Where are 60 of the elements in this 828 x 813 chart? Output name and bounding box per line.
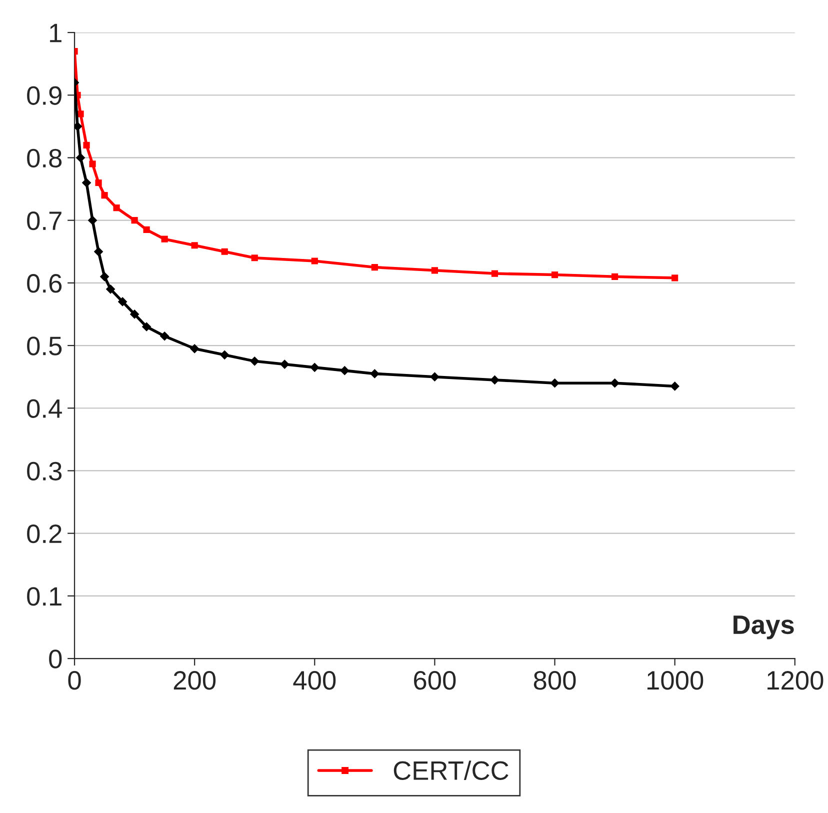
point	[611, 273, 618, 280]
x-tick-label: 0	[68, 671, 81, 690]
point	[161, 236, 168, 242]
point	[670, 382, 680, 391]
point	[94, 247, 103, 256]
point	[160, 332, 170, 341]
y-tick-label: 0.4	[27, 399, 62, 418]
point	[550, 378, 560, 388]
point	[490, 376, 500, 384]
point	[371, 264, 378, 271]
point	[221, 248, 228, 255]
point	[130, 310, 139, 319]
point	[95, 179, 102, 186]
point	[340, 366, 350, 376]
point	[106, 284, 115, 294]
point	[251, 254, 258, 262]
point	[431, 267, 438, 274]
x-tick-label: 600	[414, 671, 456, 690]
x-tick-label: 800	[534, 671, 576, 690]
point	[191, 242, 198, 249]
point	[83, 142, 90, 148]
y-tick-label: 0.5	[27, 336, 62, 356]
y-tick-label: 1	[50, 24, 62, 42]
point	[143, 226, 150, 234]
point	[280, 360, 290, 369]
point	[491, 270, 498, 277]
point	[610, 378, 620, 388]
point	[118, 297, 127, 306]
y-tick-label: 0.7	[27, 211, 62, 230]
point	[77, 110, 84, 118]
point	[101, 192, 108, 199]
point	[76, 153, 85, 162]
point	[311, 258, 318, 264]
point	[190, 344, 200, 354]
point	[310, 362, 320, 372]
point	[672, 274, 678, 282]
y-tick-label: 0.6	[27, 274, 62, 293]
x-axis-title: Days	[734, 616, 794, 640]
x-tick-label: 1000	[647, 671, 704, 690]
legend-label: CERT/CC	[394, 760, 508, 780]
point	[113, 204, 120, 212]
point	[131, 217, 138, 224]
point	[82, 178, 91, 188]
x-tick-label: 200	[174, 671, 216, 690]
point	[100, 272, 109, 282]
x-tick-label: 1200	[768, 671, 824, 690]
y-tick-label: 0.3	[27, 462, 62, 481]
point	[250, 356, 260, 366]
y-tick-label: 0.1	[27, 587, 62, 606]
y-tick-label: 0.2	[27, 524, 62, 544]
point	[430, 372, 440, 382]
y-tick-label: 0.9	[27, 86, 62, 105]
point	[142, 322, 152, 332]
y-tick-label: 0	[49, 650, 62, 668]
point	[220, 350, 230, 360]
point	[89, 160, 96, 168]
point	[551, 271, 558, 278]
point	[88, 216, 97, 225]
y-tick-label: 0.8	[27, 148, 62, 168]
x-tick-label: 400	[293, 671, 336, 690]
